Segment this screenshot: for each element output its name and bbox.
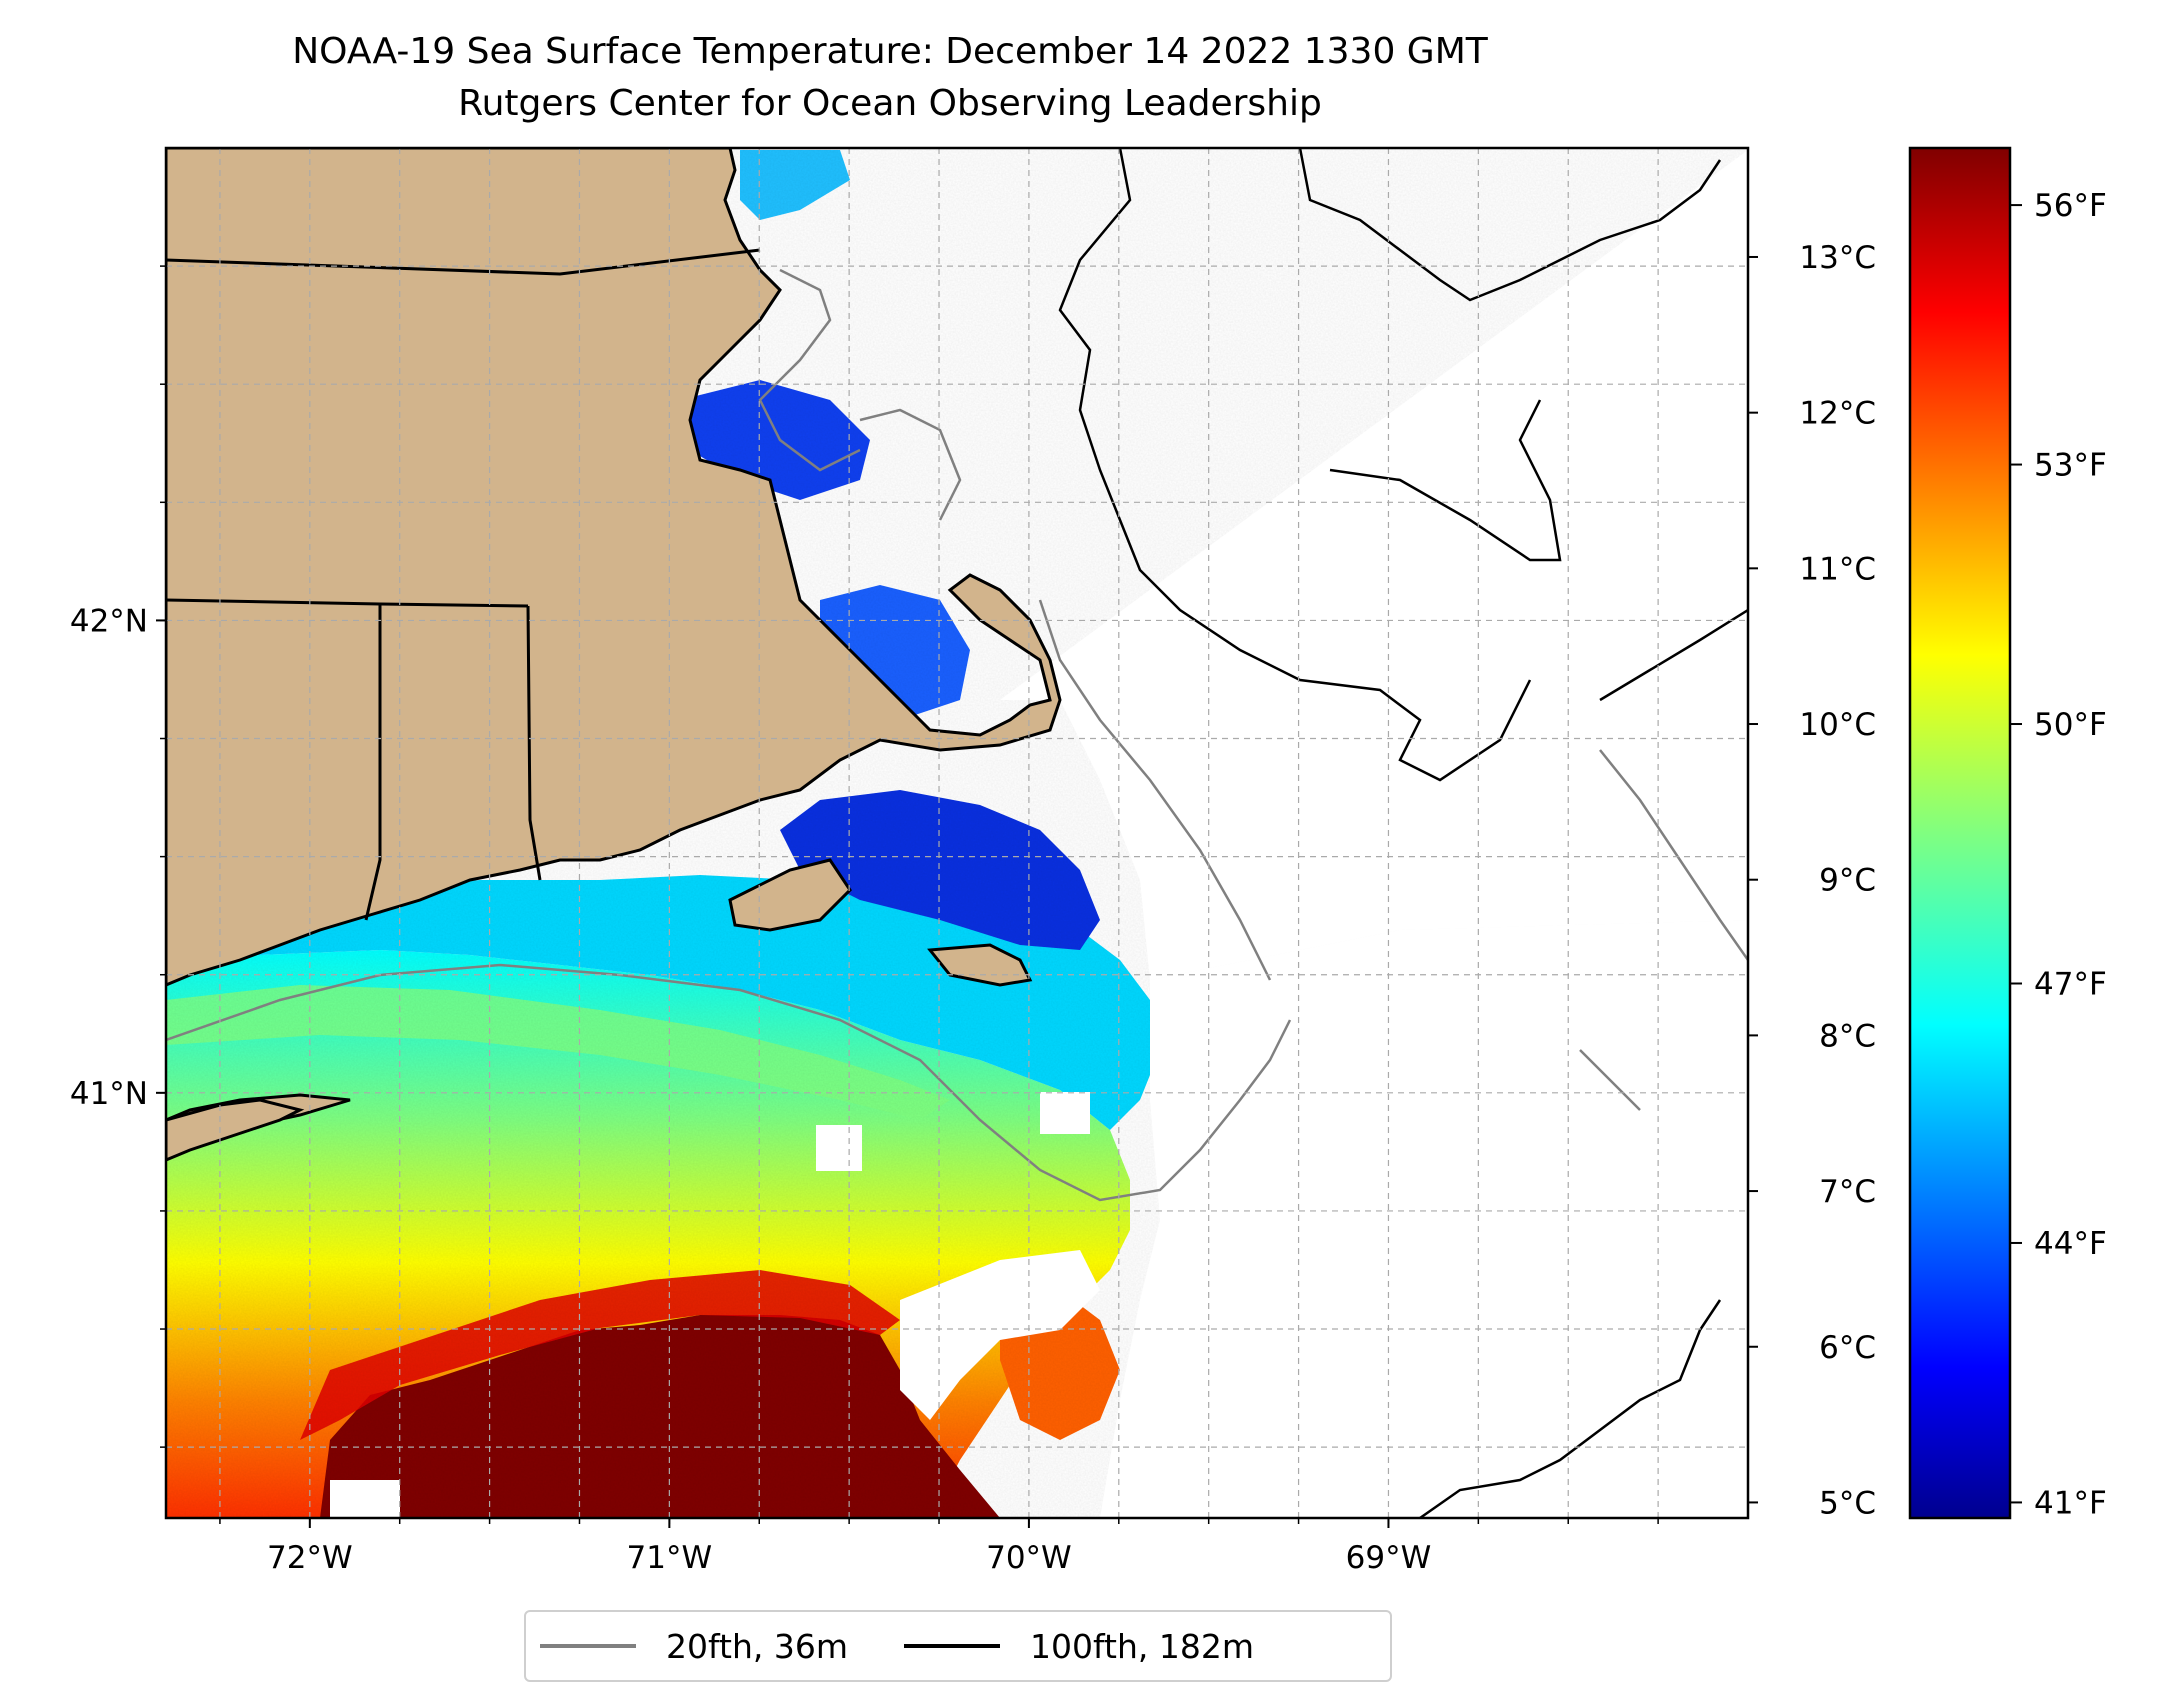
chart-subtitle: Rutgers Center for Ocean Observing Leade… [458,83,1322,124]
celsius-tick-label: 11°C [1799,551,1876,587]
fahrenheit-tick-label: 56°F [2034,188,2107,224]
legend-label-100fth: 100fth, 182m [1030,1626,1254,1666]
lon-tick-label: 70°W [986,1540,1072,1576]
map-area [166,148,1748,1518]
cloud-gap [900,1250,1100,1420]
fahrenheit-tick-label: 47°F [2034,966,2107,1002]
lon-tick-label: 69°W [1346,1540,1432,1576]
isobath-100fth [1419,1299,1722,1518]
isobath-20fth [1038,599,1272,981]
celsius-tick-label: 12°C [1799,396,1876,432]
cloud-gap [330,1480,400,1518]
isobath-100fth [1058,148,1532,782]
map-gridlines [166,148,1748,1518]
legend-swatch-100fth [904,1644,1000,1648]
celsius-tick-label: 6°C [1819,1330,1876,1366]
lon-tick-label: 71°W [627,1540,713,1576]
state-border [364,604,382,921]
fahrenheit-tick-label: 53°F [2034,448,2107,484]
map-frame [164,146,1750,1520]
celsius-tick-label: 9°C [1819,863,1876,899]
cloud-gap [816,1125,862,1171]
lat-tick-label: 41°N [70,1076,148,1112]
land-marthas-vineyard [728,858,852,932]
lat-axis: 42°N 41°N [70,265,166,1448]
celsius-tick-label: 5°C [1819,1485,1876,1521]
celsius-tick-label: 10°C [1799,707,1876,743]
legend-item-20fth: 20fth, 36m [540,1627,848,1666]
state-border [166,248,761,276]
celsius-tick-label: 7°C [1819,1174,1876,1210]
lat-tick-label: 42°N [70,603,148,639]
cloud-gap [1100,920,1748,1518]
lon-tick-label: 72°W [267,1540,353,1576]
legend-item-100fth: 100fth, 182m [904,1627,1254,1666]
fahrenheit-tick-label: 50°F [2034,707,2107,743]
celsius-tick-label: 13°C [1799,240,1876,276]
isobath-20fth [1599,749,1748,961]
legend-swatch-20fth [540,1644,636,1648]
chart-title: NOAA-19 Sea Surface Temperature: Decembe… [292,31,1488,72]
isobath-20fth [859,408,962,521]
land-long-island-east [166,1098,305,1162]
celsius-tick-label: 8°C [1819,1018,1876,1054]
isobath-100fth [1599,608,1748,702]
isobath-20fth [166,963,1292,1202]
isobath-100fth [1298,148,1722,302]
isobath-legend: 20fth, 36m 100fth, 182m [524,1610,1392,1682]
cloud-gap [1000,150,1748,980]
isobath-20fth [1579,1049,1641,1111]
lon-axis: 72°W 71°W 70°W 69°W [219,1518,1659,1576]
fahrenheit-tick-label: 44°F [2034,1226,2107,1262]
celsius-scale: 5°C 6°C 7°C 8°C 9°C 10°C 11°C 12°C 13°C [1748,240,1876,1521]
fahrenheit-tick-label: 41°F [2034,1485,2107,1521]
isobath-100fth [1329,399,1562,562]
colorbar [1908,146,2012,1520]
state-border [526,605,542,881]
isobath-20fth [758,268,861,472]
fahrenheit-scale: 41°F 44°F 47°F 50°F 53°F 56°F [2010,188,2107,1521]
legend-label-20fth: 20fth, 36m [666,1626,848,1666]
cloud-gap [1040,1092,1090,1134]
